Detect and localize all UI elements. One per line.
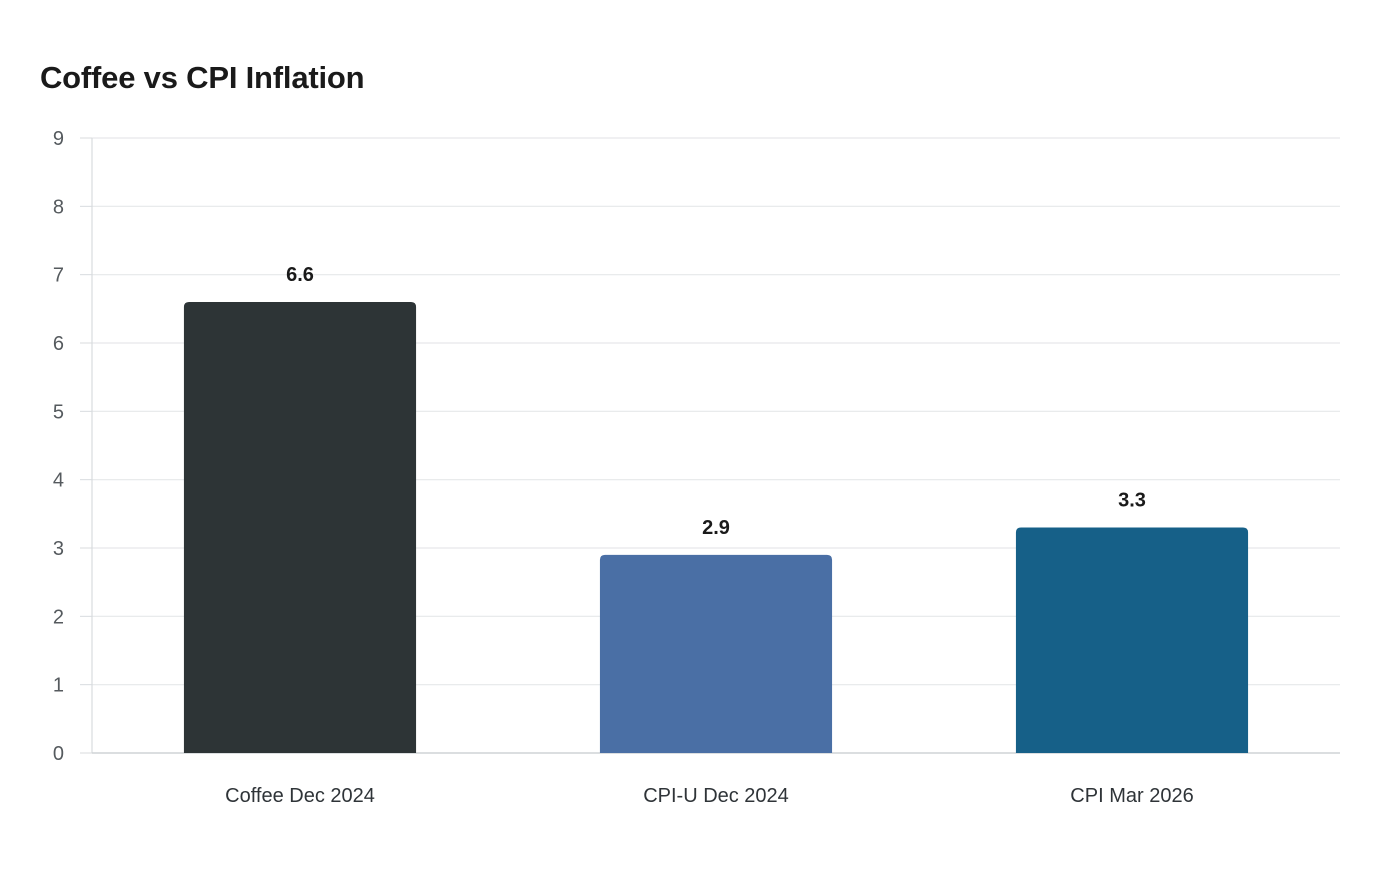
y-tick-label: 6 xyxy=(53,333,64,355)
bars xyxy=(183,302,1249,753)
bar-2 xyxy=(599,554,833,753)
y-tick-label: 3 xyxy=(53,538,64,560)
y-tick-label: 7 xyxy=(53,265,64,287)
bar-1 xyxy=(183,302,417,753)
y-tick-label: 2 xyxy=(53,606,64,628)
data-label: 2.9 xyxy=(702,517,730,539)
x-category-label: Coffee Dec 2024 xyxy=(225,785,375,807)
labels: 6.6 Coffee Dec 2024 2.9 CPI-U Dec 2024 3.3 CP… xyxy=(225,264,1194,807)
y-tick-label: 8 xyxy=(53,196,64,218)
data-label: 6.6 xyxy=(286,264,314,286)
data-label: 3.3 xyxy=(1118,490,1146,512)
y-tick-label: 1 xyxy=(53,675,64,697)
x-category-label: CPI Mar 2026 xyxy=(1070,785,1193,807)
y-tick-label: 9 xyxy=(53,128,64,150)
x-category-label: CPI-U Dec 2024 xyxy=(643,785,789,807)
bar-3 xyxy=(1015,527,1249,753)
y-tick-label: 4 xyxy=(53,470,64,492)
y-tick-label: 5 xyxy=(53,401,64,423)
y-tick-label: 0 xyxy=(53,743,64,765)
chart-title: Coffee vs CPI Inflation xyxy=(40,60,365,95)
